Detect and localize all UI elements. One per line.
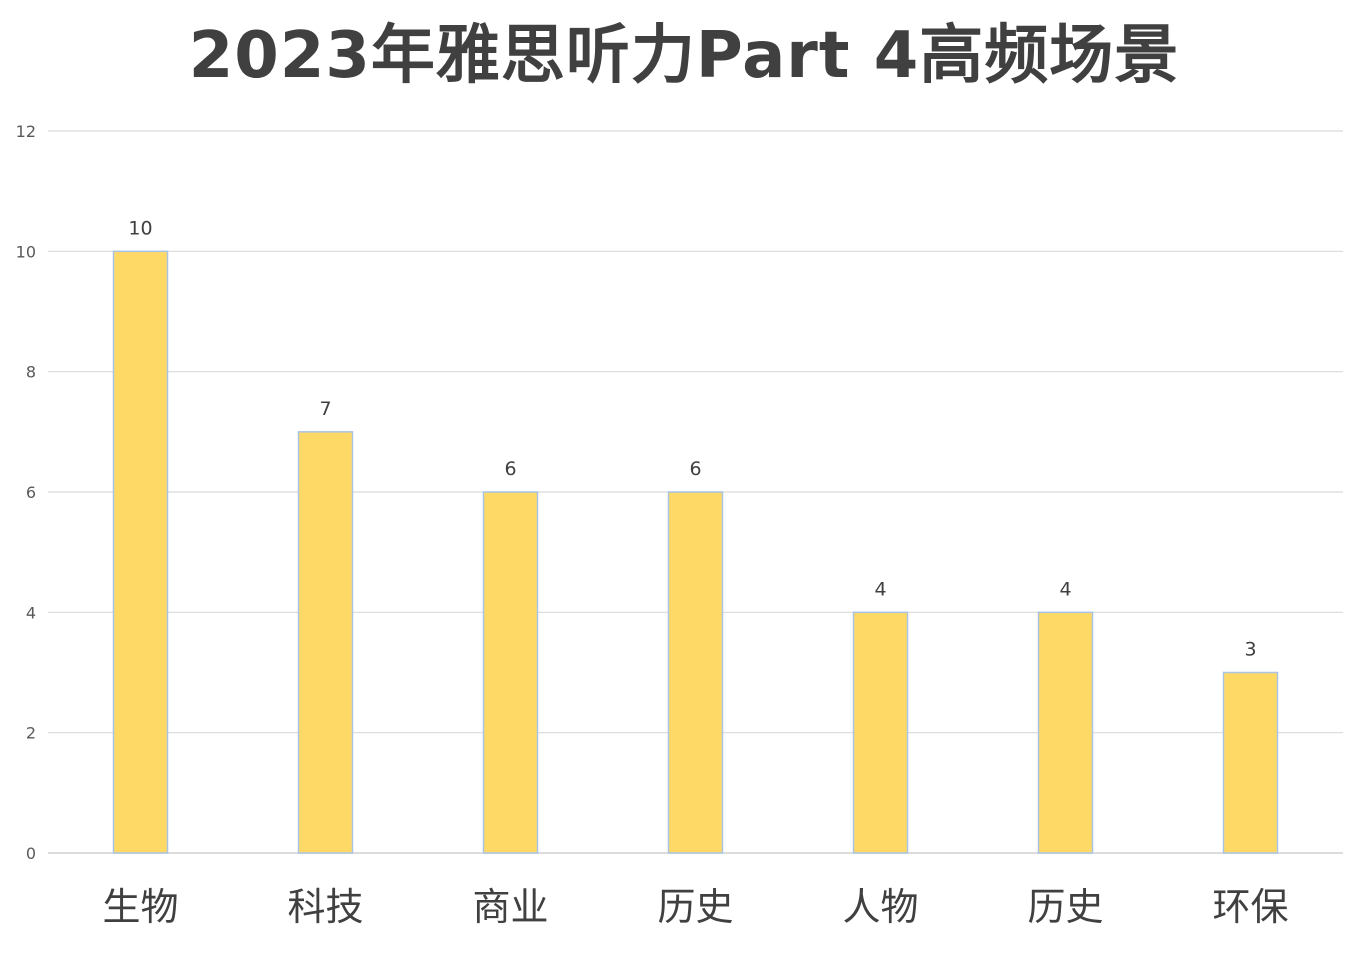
x-tick-label: 科技 — [287, 885, 363, 929]
bar — [299, 432, 353, 853]
x-axis-ticks: 生物 科技 商业 历史 人物 历史 环保 — [102, 885, 1288, 929]
x-tick-label: 历史 — [1027, 885, 1103, 929]
y-axis-ticks: 0 2 4 6 8 10 12 — [16, 122, 36, 863]
data-label: 4 — [874, 578, 886, 600]
data-label: 3 — [1244, 639, 1256, 661]
x-tick-label: 商业 — [472, 885, 548, 929]
x-tick-label: 人物 — [842, 885, 918, 929]
bar — [854, 612, 908, 853]
data-label: 10 — [128, 217, 152, 239]
y-tick-label: 4 — [26, 603, 36, 622]
bar — [1224, 673, 1278, 854]
y-tick-label: 12 — [16, 122, 36, 141]
data-label: 7 — [319, 398, 331, 420]
y-tick-label: 8 — [26, 363, 36, 382]
bar — [114, 251, 168, 853]
bar — [669, 492, 723, 853]
x-tick-label: 环保 — [1212, 885, 1288, 929]
bar — [484, 492, 538, 853]
y-tick-label: 10 — [16, 242, 36, 261]
data-label: 6 — [689, 458, 701, 480]
data-label: 4 — [1059, 578, 1071, 600]
data-label: 6 — [504, 458, 516, 480]
x-tick-label: 历史 — [657, 885, 733, 929]
y-tick-label: 6 — [26, 483, 36, 502]
y-tick-label: 2 — [26, 724, 36, 743]
y-tick-label: 0 — [26, 844, 36, 863]
x-tick-label: 生物 — [102, 885, 178, 929]
bar — [1039, 612, 1093, 853]
bars — [114, 251, 1278, 853]
